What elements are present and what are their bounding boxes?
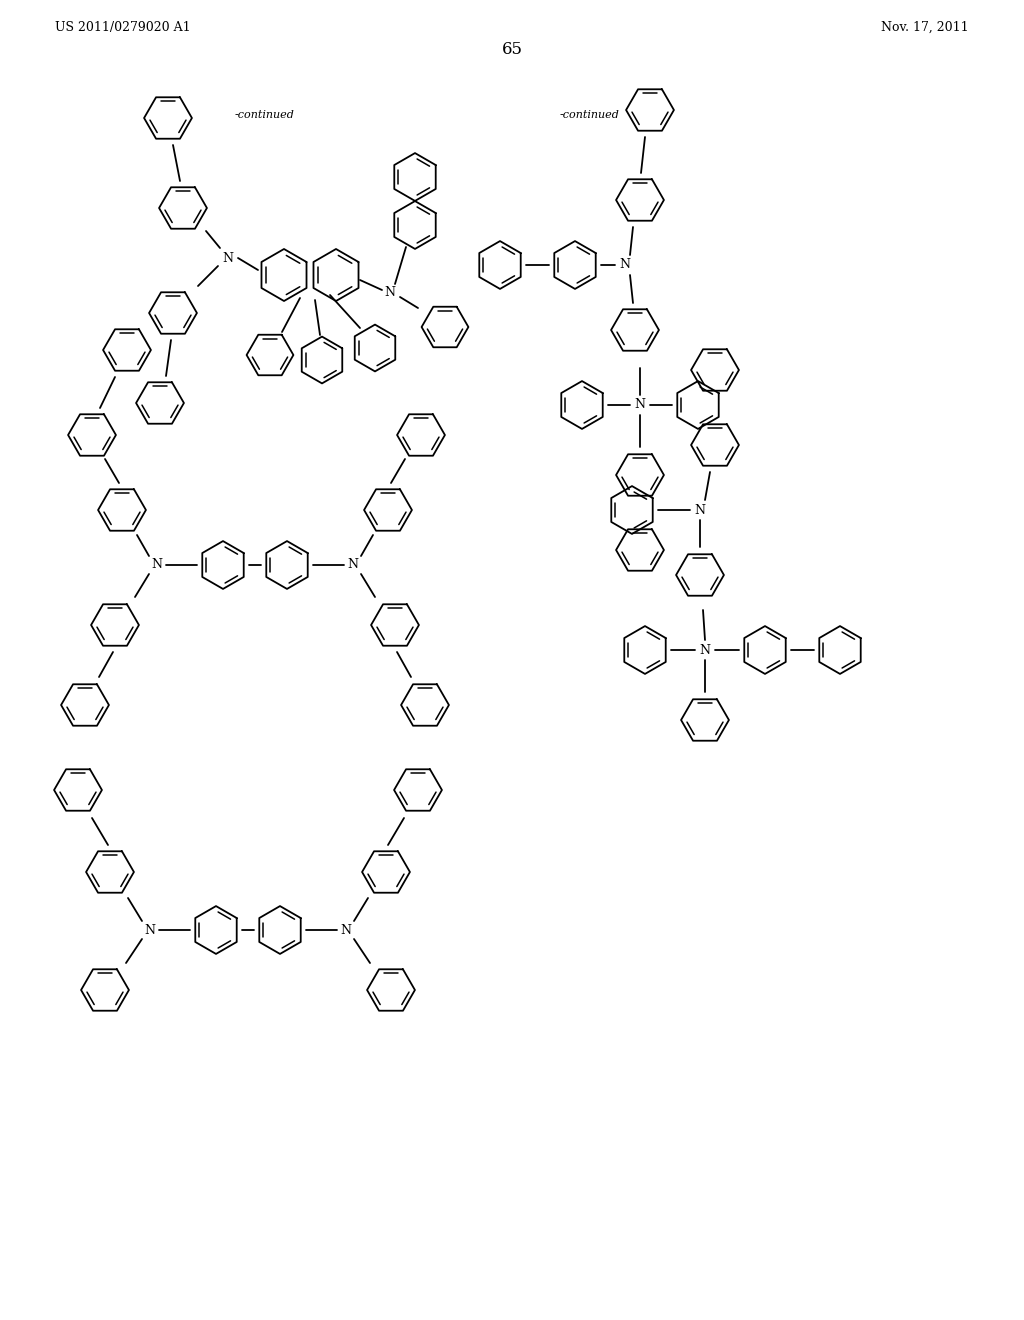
Text: US 2011/0279020 A1: US 2011/0279020 A1 [55, 21, 190, 33]
Text: N: N [347, 558, 358, 572]
Text: -continued: -continued [560, 110, 620, 120]
Text: N: N [341, 924, 351, 936]
Text: N: N [694, 503, 706, 516]
Text: 65: 65 [502, 41, 522, 58]
Text: N: N [144, 924, 156, 936]
Text: N: N [222, 252, 233, 264]
Text: N: N [699, 644, 711, 656]
Text: -continued: -continued [236, 110, 295, 120]
Text: N: N [152, 558, 163, 572]
Text: N: N [384, 285, 395, 298]
Text: N: N [635, 399, 645, 412]
Text: N: N [620, 259, 631, 272]
Text: Nov. 17, 2011: Nov. 17, 2011 [882, 21, 969, 33]
